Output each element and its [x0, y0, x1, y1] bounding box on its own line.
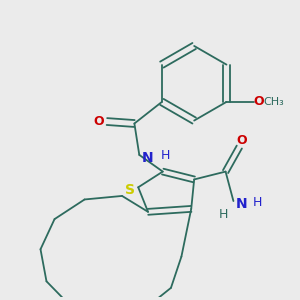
Text: H: H: [219, 208, 228, 221]
Text: N: N: [142, 151, 154, 165]
Text: H: H: [253, 196, 262, 208]
Text: O: O: [94, 115, 104, 128]
Text: CH₃: CH₃: [263, 97, 284, 107]
Text: S: S: [125, 183, 135, 197]
Text: N: N: [236, 197, 247, 211]
Text: O: O: [254, 95, 264, 108]
Text: H: H: [161, 149, 170, 162]
Text: O: O: [236, 134, 247, 147]
